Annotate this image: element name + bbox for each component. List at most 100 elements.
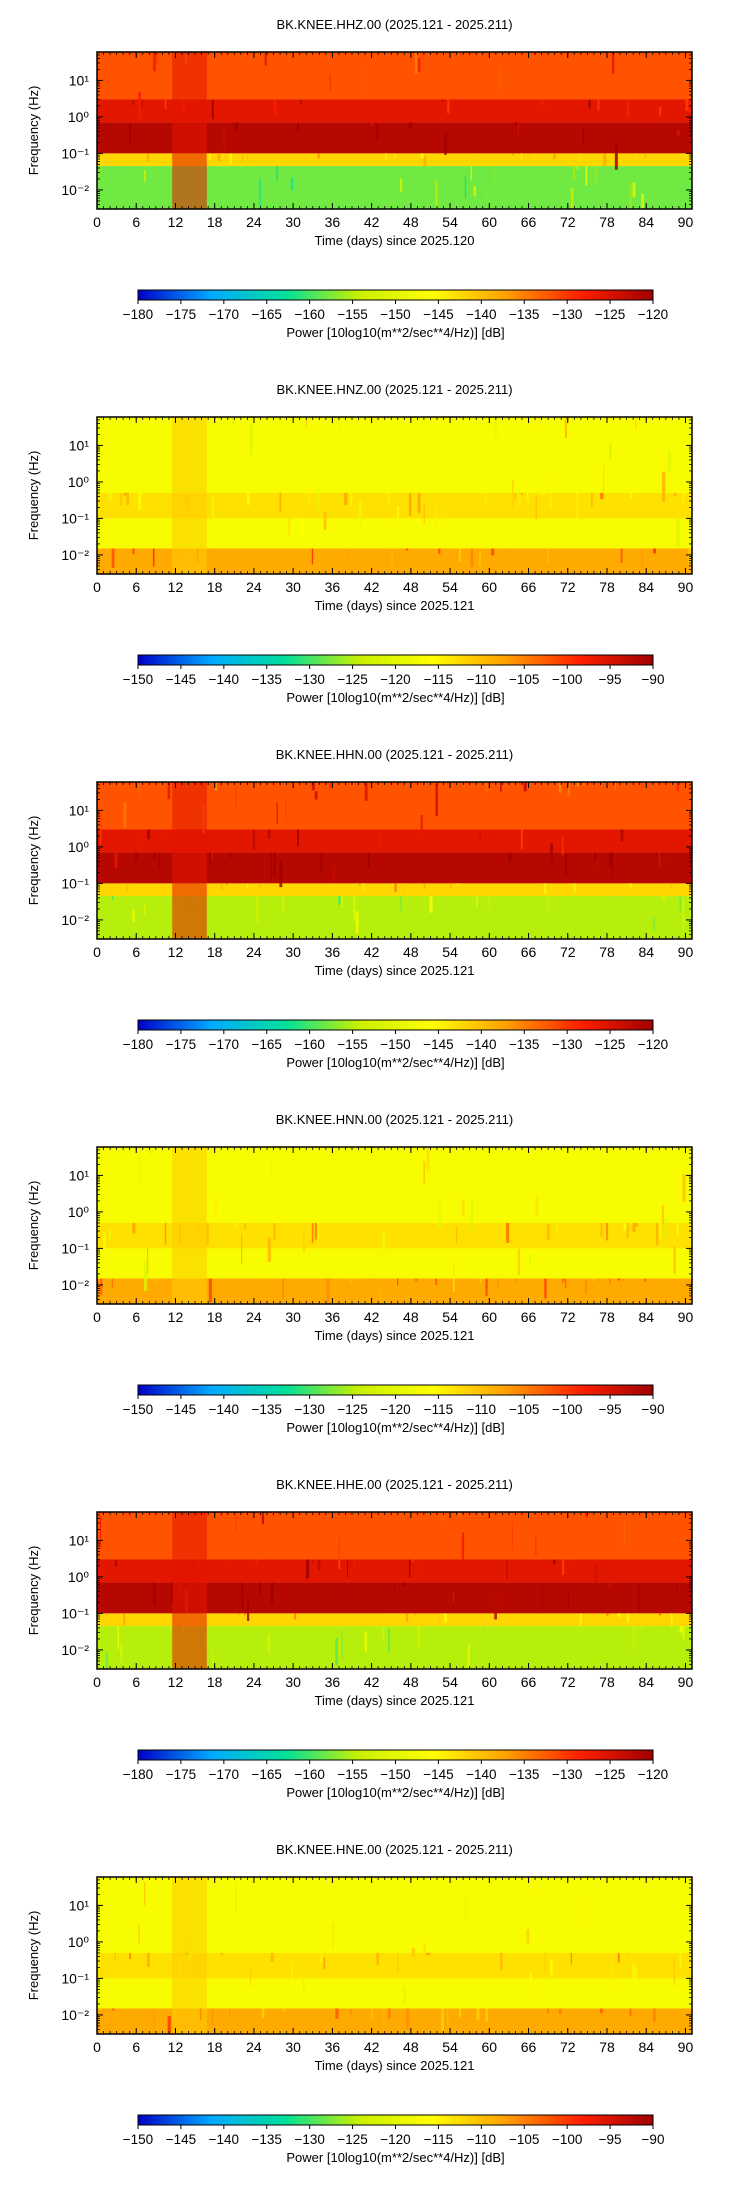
colorbar-tick-label: −110 [467, 2132, 496, 2147]
psd-streak [608, 56, 611, 67]
psd-streak [138, 1924, 141, 1944]
x-tick-label: 18 [207, 944, 223, 960]
chart-title: BK.KNEE.HNZ.00 (2025.121 - 2025.211) [276, 382, 512, 397]
psd-streak [226, 1559, 228, 1567]
plot-frame [96, 1146, 693, 1305]
psd-streak [473, 186, 476, 197]
psd-streak [132, 1222, 136, 1234]
psd-streak [535, 1536, 537, 1556]
x-tick-label: 24 [246, 214, 262, 230]
psd-streak [638, 1583, 640, 1613]
y-tick-label: 10⁻² [61, 912, 89, 928]
psd-streak [641, 193, 644, 209]
x-tick-label: 78 [599, 214, 615, 230]
psd-streak [505, 1222, 510, 1243]
psd-streak [144, 1260, 148, 1292]
psd-streak [385, 1278, 388, 1282]
psd-streak [388, 492, 390, 506]
psd-streak [535, 1197, 539, 1217]
psd-streak [279, 492, 282, 512]
psd-streak [491, 548, 495, 556]
psd-streak [220, 153, 224, 160]
psd-streak [155, 1278, 158, 1284]
psd-streak [476, 153, 479, 156]
x-tick-label: 36 [325, 2039, 341, 2055]
psd-streak [682, 1626, 685, 1640]
psd-streak [391, 1613, 393, 1618]
psd-streak [411, 1947, 415, 1957]
psd-streak [582, 782, 585, 786]
chart-title: BK.KNEE.HHN.00 (2025.121 - 2025.211) [276, 747, 514, 762]
psd-streak [685, 99, 689, 111]
psd-streak [273, 1582, 276, 1585]
colorbar-tick-label: −120 [638, 1037, 668, 1052]
psd-streak [541, 99, 545, 106]
colorbar [137, 1384, 654, 1396]
psd-streak [679, 1626, 683, 1633]
psd-streak [526, 492, 529, 502]
psd-band-2 [97, 1559, 692, 1583]
colorbar-tick-label: −130 [552, 1037, 582, 1052]
psd-streak [641, 548, 644, 570]
psd-streak [338, 418, 341, 436]
psd-streak [114, 1952, 116, 1962]
x-tick-label: 42 [364, 579, 380, 595]
x-tick-label: 72 [560, 1309, 576, 1325]
colorbar-tick-label: −165 [252, 307, 282, 322]
psd-streak [611, 852, 614, 875]
psd-streak [567, 782, 571, 797]
x-tick-label: 66 [521, 214, 537, 230]
psd-streak [438, 1613, 440, 1625]
psd-streak [273, 99, 277, 115]
psd-streak [685, 1952, 688, 1960]
psd-streak [382, 1626, 385, 1641]
colorbar-tick-label: −125 [595, 1767, 625, 1782]
psd-streak [403, 1582, 407, 1587]
colorbar-tick-label: −145 [423, 1767, 453, 1782]
colorbar-tick-label: −155 [337, 307, 367, 322]
psd-streak [667, 852, 670, 859]
psd-streak [123, 1613, 126, 1626]
psd-streak [317, 1559, 321, 1570]
psd-streak [617, 896, 620, 899]
psd-streak [670, 1613, 673, 1626]
psd-streak [447, 2008, 449, 2027]
psd-streak [485, 2008, 488, 2022]
psd-streak [491, 1877, 494, 1885]
psd-streak [376, 417, 378, 421]
colorbar-tick-label: −140 [209, 672, 239, 687]
x-tick-label: 60 [482, 1309, 498, 1325]
psd-streak [305, 1559, 310, 1579]
colorbar [137, 289, 654, 301]
psd-streak [423, 883, 426, 889]
spectrogram-panel-6: BK.KNEE.HNE.00 (2025.121 - 2025.211) 0 6 12… [26, 1842, 693, 2165]
psd-streak [461, 1199, 465, 1217]
psd-streak [494, 166, 496, 184]
psd-streak [338, 896, 341, 905]
psd-streak [444, 1613, 447, 1623]
colorbar-tick-label: −155 [337, 1767, 367, 1782]
psd-streak [494, 1594, 497, 1620]
psd-streak [376, 1952, 379, 1965]
psd-streak [305, 417, 308, 427]
colorbar-tick-label: −90 [642, 1402, 665, 1417]
data-gap [172, 1147, 207, 1304]
psd-streak [511, 479, 514, 511]
psd-streak [644, 1278, 646, 1282]
psd-streak [497, 1278, 499, 1290]
x-tick-label: 60 [482, 1674, 498, 1690]
x-tick-label: 72 [560, 2039, 576, 2055]
psd-streak [117, 1278, 120, 1281]
psd-streak [550, 843, 554, 866]
psd-streak [606, 1613, 609, 1616]
psd-streak [350, 2008, 352, 2015]
psd-streak [661, 1629, 664, 1658]
spectrogram-panel-1: BK.KNEE.HHZ.00 (2025.121 - 2025.211) 0 6 12… [26, 17, 693, 340]
psd-streak [611, 1963, 613, 1987]
psd-streak [632, 1222, 636, 1232]
psd-streak [347, 1559, 349, 1578]
psd-streak [473, 1222, 476, 1225]
y-axis-label: Frequency (Hz) [26, 816, 41, 906]
psd-streak [405, 2008, 410, 2030]
psd-band-4 [97, 1613, 692, 1627]
